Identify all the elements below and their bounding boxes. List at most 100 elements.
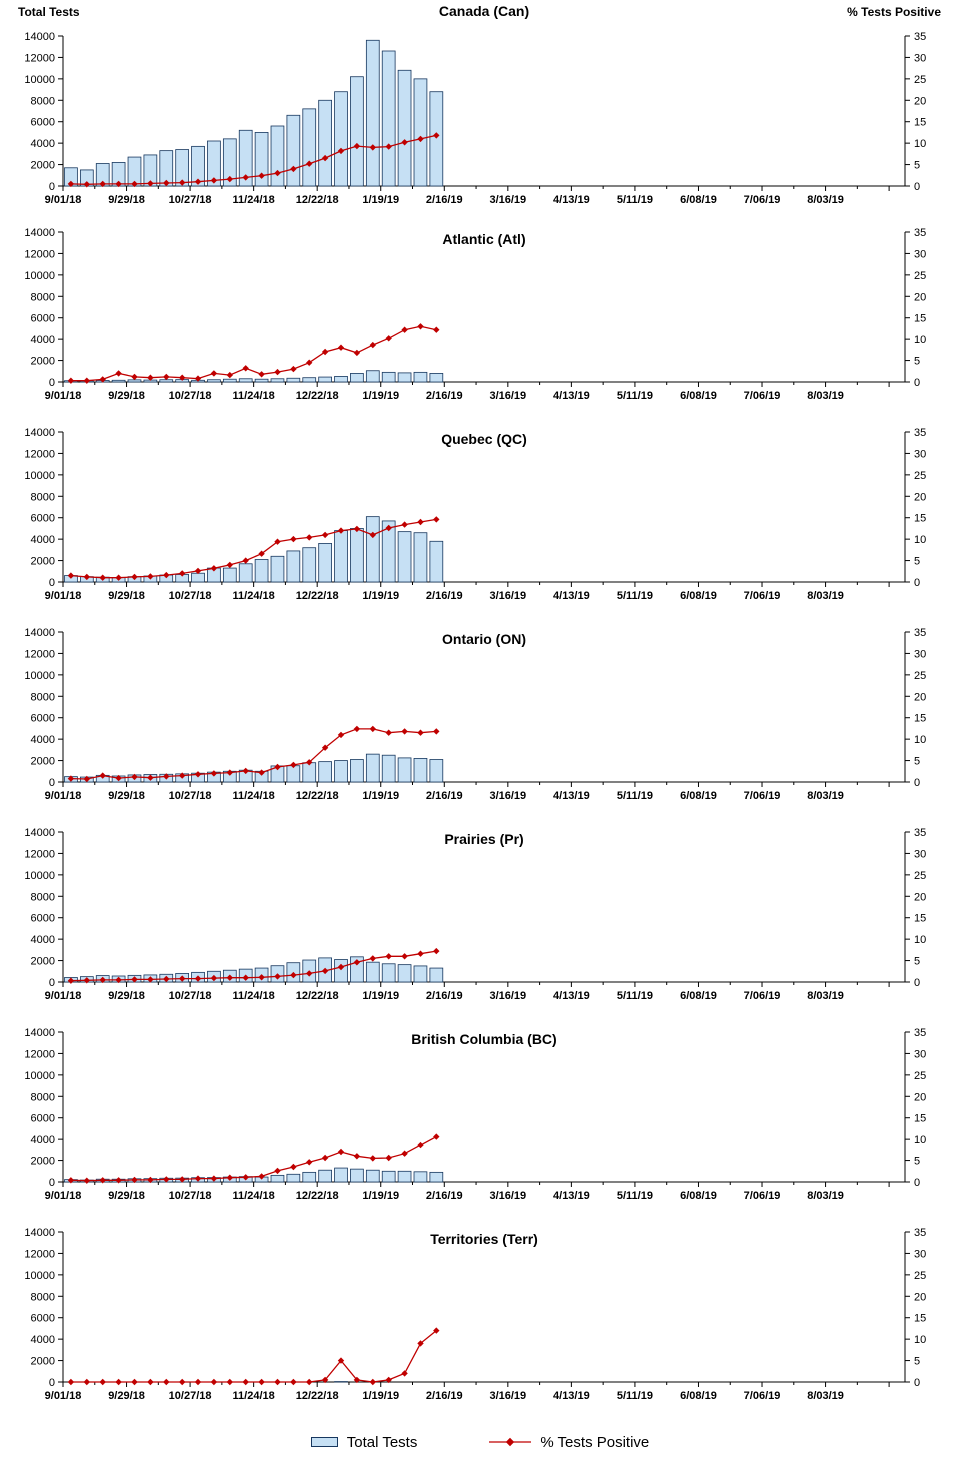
chart-panel: Atlantic (Atl) 0 2000 4000 6000 8000 10000 1200… (24, 227, 926, 402)
total-tests-bar (286, 1173, 301, 1183)
right-tick-label: 20 (914, 491, 926, 503)
left-tick-label: 12000 (24, 848, 55, 860)
right-tick-label: 30 (914, 1048, 926, 1060)
right-tick-label: 20 (914, 891, 926, 903)
x-tick-label: 1/19/19 (362, 790, 399, 802)
pct-positive-marker (274, 763, 281, 771)
total-tests-bar (302, 108, 317, 187)
pct-positive-marker (179, 1176, 186, 1183)
left-tick-label: 14000 (24, 427, 55, 439)
left-tick-label: 6000 (31, 1113, 55, 1125)
pct-positive-marker (401, 139, 408, 146)
pct-positive-marker (306, 534, 313, 541)
left-tick-label: 0 (49, 777, 55, 789)
x-tick-label: 2/16/19 (426, 1190, 463, 1202)
total-tests-bar (381, 963, 396, 983)
pct-positive-marker (417, 323, 424, 330)
pct-positive-marker (433, 132, 440, 139)
left-tick-label: 8000 (31, 1291, 55, 1303)
pct-positive-marker (321, 531, 329, 539)
right-tick-label: 5 (914, 160, 920, 172)
pct-positive-marker (99, 376, 106, 383)
pct-positive-marker (306, 1159, 313, 1166)
total-tests-bar (365, 39, 380, 187)
total-tests-bar (350, 759, 364, 783)
x-tick-label: 6/08/19 (680, 390, 717, 402)
total-tests-bar (238, 129, 253, 187)
right-tick-label: 10 (914, 1134, 926, 1146)
pct-positive-marker (337, 1148, 345, 1156)
x-tick-label: 1/19/19 (362, 990, 399, 1002)
left-tick-label: 6000 (31, 1313, 55, 1325)
x-tick-label: 5/11/19 (617, 1190, 653, 1202)
pct-positive-marker (67, 1378, 75, 1386)
x-tick-label: 3/16/19 (489, 990, 526, 1002)
total-tests-bar (318, 543, 332, 583)
right-tick-label: 25 (914, 670, 926, 682)
total-tests-bar (413, 78, 428, 187)
total-tests-bar (302, 547, 317, 583)
x-tick-label: 11/24/18 (233, 790, 275, 802)
x-tick-label: 11/24/18 (233, 990, 275, 1002)
left-tick-label: 10000 (24, 74, 55, 86)
pct-positive-marker (242, 174, 249, 181)
right-tick-label: 0 (914, 977, 920, 989)
pct-positive-marker (83, 775, 90, 783)
total-tests-bar (413, 371, 428, 383)
legend-item-pct-positive: % Tests Positive (487, 1434, 649, 1451)
right-tick-label: 10 (914, 934, 926, 946)
chart-panel: British Columbia (BC) 0 2000 4000 6000 8000 10… (24, 1027, 926, 1202)
left-tick-label: 12000 (24, 248, 55, 260)
pct-positive-marker (353, 1376, 361, 1384)
total-tests-bar (350, 373, 364, 383)
pct-positive-marker (210, 177, 218, 184)
x-tick-label: 11/24/18 (233, 390, 275, 402)
left-tick-label: 14000 (24, 31, 55, 43)
pct-positive-marker (115, 180, 122, 188)
total-tests-bar (365, 1169, 380, 1183)
pct-positive-marker (147, 374, 154, 381)
bar-swatch-icon (310, 1437, 338, 1447)
pct-positive-marker (131, 1378, 138, 1386)
pct-positive-marker (274, 1167, 281, 1175)
x-tick-label: 12/22/18 (296, 1190, 339, 1202)
x-tick-label: 12/22/18 (296, 790, 339, 802)
x-tick-label: 7/06/19 (744, 1390, 781, 1402)
pct-positive-marker (290, 165, 297, 173)
right-tick-label: 25 (914, 470, 926, 482)
x-tick-label: 6/08/19 (680, 990, 717, 1002)
right-tick-label: 35 (914, 1027, 926, 1039)
total-tests-bar (286, 377, 301, 383)
right-tick-label: 35 (914, 627, 926, 639)
left-tick-label: 4000 (31, 934, 55, 946)
panel-title: Canada (Can) (439, 3, 529, 19)
pct-positive-marker (369, 1378, 376, 1386)
left-tick-label: 10000 (24, 1270, 55, 1282)
pct-positive-marker (179, 1378, 186, 1386)
x-tick-label: 3/16/19 (489, 790, 526, 802)
x-tick-label: 9/01/18 (45, 990, 82, 1002)
pct-positive-marker (385, 143, 392, 150)
legend-label-total-tests: Total Tests (346, 1433, 418, 1451)
right-tick-label: 10 (914, 534, 926, 546)
panel-title: Atlantic (Atl) (442, 231, 525, 247)
panel-title: British Columbia (BC) (411, 1031, 556, 1047)
total-tests-bar (397, 372, 412, 383)
pct-positive-marker (163, 1176, 170, 1183)
chart-panels: Total Tests % Tests Positive Canada (Can) 0… (18, 3, 941, 1402)
left-tick-label: 0 (49, 377, 55, 389)
total-tests-bar (254, 378, 269, 383)
right-tick-label: 15 (914, 1113, 926, 1125)
x-tick-label: 9/01/18 (45, 590, 82, 602)
left-tick-label: 14000 (24, 227, 55, 239)
pct-positive-marker (385, 335, 392, 342)
left-tick-label: 8000 (31, 491, 55, 503)
pct-positive-marker (83, 377, 90, 384)
left-tick-label: 12000 (24, 52, 55, 64)
pct-positive-marker (353, 725, 361, 733)
left-tick-label: 2000 (31, 1356, 55, 1368)
pct-positive-marker (147, 1378, 154, 1386)
x-tick-label: 7/06/19 (744, 1190, 781, 1202)
left-tick-label: 4000 (31, 734, 55, 746)
pct-positive-line (70, 950, 437, 982)
